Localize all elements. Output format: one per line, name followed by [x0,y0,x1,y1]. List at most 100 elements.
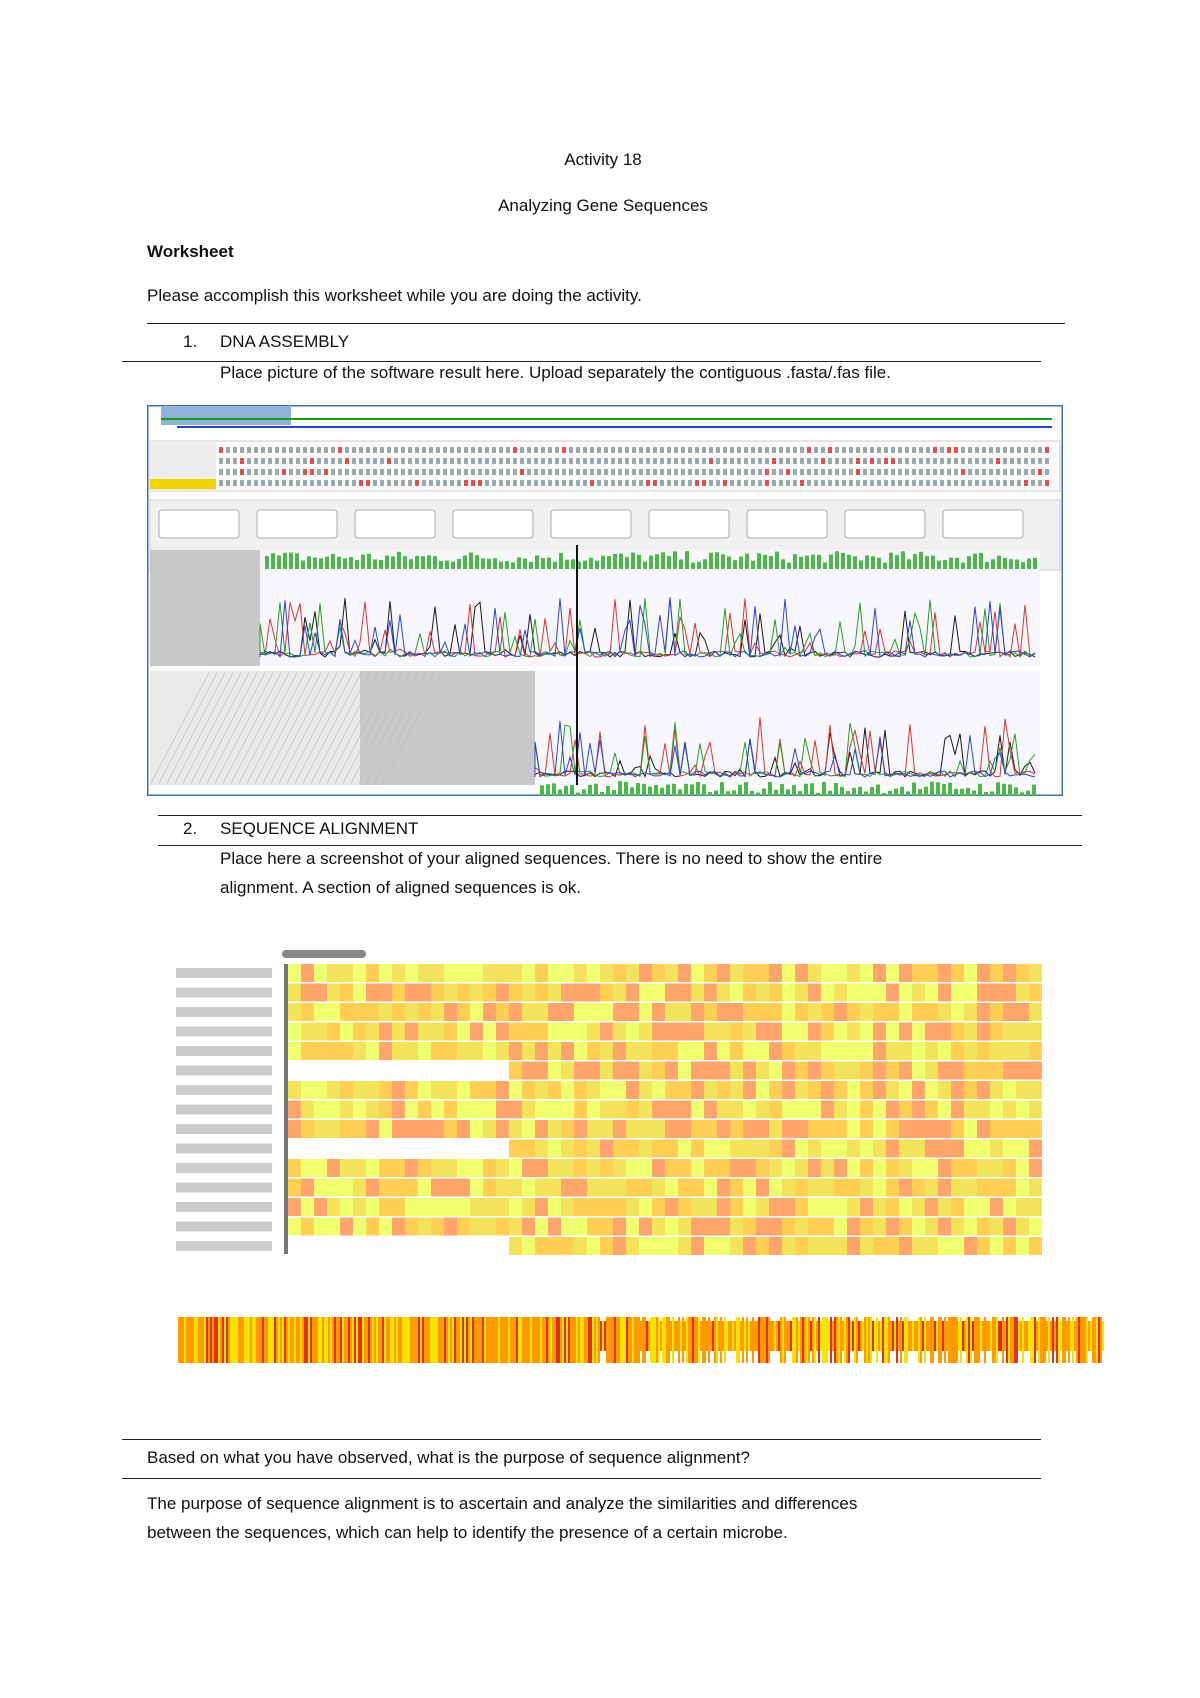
decoration [392,1139,405,1158]
decoration [912,782,916,796]
decoration [626,1139,639,1158]
decoration [590,447,594,453]
decoration [278,1317,280,1363]
decoration [632,469,636,475]
decoration [717,983,730,1002]
decoration [236,1317,238,1363]
decoration [665,1139,678,1158]
decoration [506,447,510,453]
decoration [219,447,223,453]
decoration [552,783,556,796]
decoration [886,1159,899,1177]
instruction: Please accomplish this worksheet while y… [147,286,642,305]
decoration [353,1237,366,1255]
decoration [314,1139,327,1158]
decoration [338,480,342,486]
decoration [288,1178,301,1197]
decoration [483,1100,496,1119]
decoration [535,1198,548,1216]
decoration [990,1178,1003,1197]
decoration [327,1237,340,1255]
decoration [912,1217,925,1236]
decoration [464,480,468,486]
decoration [587,1237,600,1255]
decoration [936,1321,938,1351]
decoration [588,1317,590,1363]
decoration [285,670,347,786]
decoration [401,469,405,475]
decoration [378,1317,380,1363]
decoration [750,1321,752,1351]
decoration [678,1159,691,1177]
decoration [968,469,972,475]
decoration [296,447,300,453]
decoration [431,1100,444,1119]
decoration [691,562,695,569]
decoration [331,553,335,569]
decoration [296,480,300,486]
decoration [940,469,944,475]
decoration [847,1003,860,1021]
decoration [456,1317,458,1363]
decoration [332,1317,334,1363]
decoration [600,1022,613,1041]
decoration [269,670,331,786]
decoration [665,1003,678,1021]
decoration [964,1003,977,1021]
decoration [345,458,349,464]
decoration [821,964,834,982]
decoration [730,1081,743,1099]
decoration [316,1317,318,1363]
decoration [925,1237,938,1255]
decoration [972,1321,974,1351]
decoration [938,1198,951,1216]
decoration [588,784,592,796]
decoration [1026,1321,1028,1351]
decoration [912,1139,925,1158]
decoration [800,1317,802,1363]
decoration [858,1321,860,1351]
decoration [562,469,566,475]
decoration [626,1178,639,1197]
decoration [795,1120,808,1138]
decoration [849,480,853,486]
decoration [373,469,377,475]
decoration [275,469,279,475]
decoration [496,1022,509,1041]
decoration [730,1022,743,1041]
decoration [876,784,880,796]
decoration [821,1061,834,1080]
decoration [334,1317,336,1363]
decoration [574,983,587,1002]
decoration [324,480,328,486]
decoration [354,1317,356,1363]
decoration [506,458,510,464]
decoration [776,1321,778,1351]
decoration [739,556,743,569]
decoration [1003,1139,1016,1158]
decoration [548,1217,561,1236]
decoration [499,469,503,475]
decoration [912,983,925,1002]
decoration [612,1317,614,1363]
decoration [737,469,741,475]
decoration [1016,1237,1029,1255]
decoration [743,1003,756,1021]
decoration [282,447,286,453]
decoration [1098,1317,1100,1363]
decoration [807,447,811,453]
decoration [873,1120,886,1138]
decoration [237,670,299,786]
decoration [665,1159,678,1177]
decoration [757,553,761,569]
decoration [1022,1317,1024,1363]
decoration [270,1317,272,1363]
decoration [946,1321,948,1351]
decoration [619,553,623,569]
decoration [301,1217,314,1236]
decoration [743,1217,756,1236]
decoration [478,480,482,486]
decoration [740,1321,742,1351]
decoration [906,791,910,796]
decoration [730,1217,743,1236]
